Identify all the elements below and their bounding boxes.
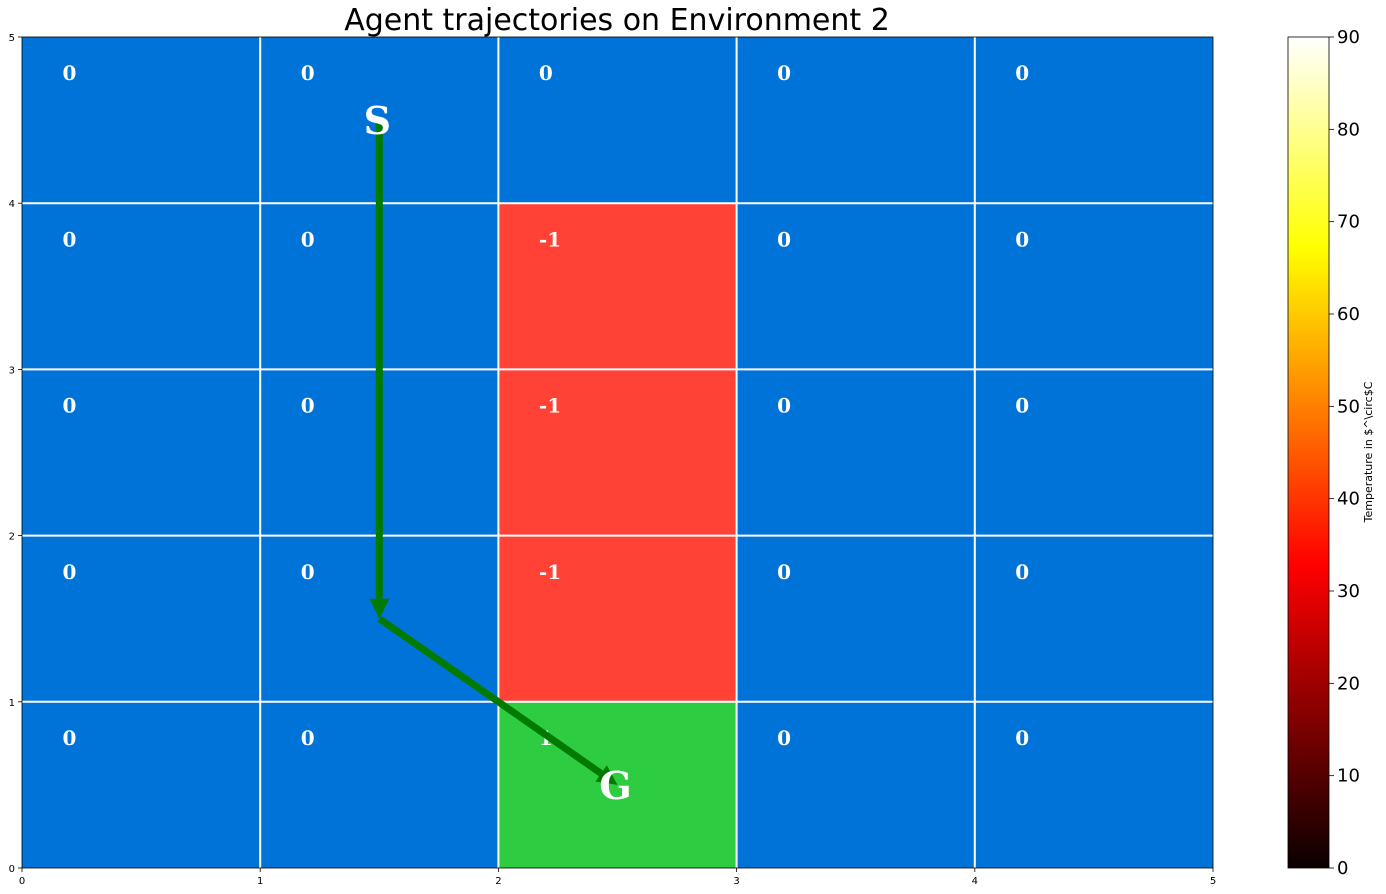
heatmap-cell [736, 37, 975, 204]
colorbar-tick-label: 70 [1337, 212, 1360, 233]
x-tick-label: 4 [972, 876, 978, 887]
colorbar-label: Temperature in $^\circ$C [1362, 381, 1375, 523]
cell-value-label: 0 [301, 61, 315, 85]
cell-value-label: 0 [1015, 61, 1029, 85]
heatmap-cell [22, 37, 261, 204]
cell-value-label: 0 [62, 227, 76, 251]
grid-lines [22, 37, 1213, 868]
x-tick-label: 5 [1210, 876, 1216, 887]
cell-value-label: 0 [301, 394, 315, 418]
trajectory-segment [377, 615, 604, 777]
cell-value-label: 0 [1015, 394, 1029, 418]
heatmap-cell [736, 203, 975, 370]
colorbar-tick-label: 20 [1337, 673, 1360, 694]
heatmap-cell [22, 701, 261, 868]
trajectory: SG [364, 98, 632, 808]
heatmap-cell [22, 203, 261, 370]
trajectory-arrowhead [369, 598, 390, 619]
colorbar-tick-label: 60 [1337, 304, 1360, 325]
colorbar-gradient [1287, 36, 1330, 869]
colorbar-tick-label: 10 [1337, 766, 1360, 787]
cell-value-label: 0 [62, 560, 76, 584]
colorbar-tick-label: 80 [1337, 119, 1360, 140]
cell-value-label: 0 [301, 560, 315, 584]
y-tick-label: 2 [9, 532, 15, 543]
heatmap-cell [498, 369, 737, 536]
colorbar-tick-label: 90 [1337, 27, 1360, 48]
y-tick-label: 3 [9, 365, 15, 376]
cell-value-label: 0 [777, 61, 791, 85]
cell-value-label: -1 [539, 560, 561, 584]
x-tick-label: 2 [495, 876, 501, 887]
heatmap-cell [736, 535, 975, 702]
y-tick-label: 4 [9, 199, 15, 210]
trajectory-arrowhead [595, 765, 618, 785]
x-tick-label: 0 [19, 876, 25, 887]
colorbar-tick-label: 30 [1337, 581, 1360, 602]
cell-value-label: 0 [1015, 560, 1029, 584]
cell-value-label: 0 [62, 61, 76, 85]
heatmap-cell [498, 535, 737, 702]
x-tick-label: 3 [733, 876, 739, 887]
cell-value-label: 0 [301, 726, 315, 750]
cell-value-label: 0 [777, 726, 791, 750]
heatmap-cell [974, 203, 1213, 370]
axes-frame [21, 36, 1214, 869]
y-axis: 0 1 2 3 4 5 [9, 33, 22, 875]
heatmap-cell [974, 37, 1213, 204]
colorbar-ticks: 0 10 20 30 40 50 60 70 80 90 [1329, 27, 1360, 879]
y-tick-label: 0 [9, 864, 15, 875]
colorbar-tick-label: 50 [1337, 396, 1360, 417]
heatmap-cell [974, 535, 1213, 702]
cell-value-label: -1 [539, 227, 561, 251]
heatmap-cell [260, 701, 499, 868]
marker-g: G [599, 763, 631, 808]
chart-title: Agent trajectories on Environment 2 [344, 3, 890, 38]
heatmap-cell [974, 701, 1213, 868]
marker-s: S [364, 98, 391, 143]
cell-value-label: -1 [539, 394, 561, 418]
cell-value-label: 0 [62, 726, 76, 750]
cell-value-label: 0 [1015, 726, 1029, 750]
heatmap-cell [736, 369, 975, 536]
cell-value-label: 0 [62, 394, 76, 418]
cell-value-label: 0 [301, 227, 315, 251]
cell-value-label: 0 [539, 61, 553, 85]
x-axis: 0 1 2 3 4 5 [19, 868, 1216, 887]
colorbar: 0 10 20 30 40 50 60 70 80 90 Temperature in $^\ci… [1287, 27, 1375, 879]
colorbar-tick-label: 0 [1337, 858, 1348, 879]
x-tick-label: 1 [257, 876, 263, 887]
y-tick-label: 5 [9, 33, 15, 44]
colorbar-tick-label: 40 [1337, 489, 1360, 510]
heatmap-cell [974, 369, 1213, 536]
y-tick-label: 1 [9, 698, 15, 709]
cell-value-label: 0 [777, 227, 791, 251]
heatmap-cell [498, 203, 737, 370]
heatmap-cell [736, 701, 975, 868]
heatmap-cell [22, 535, 261, 702]
heatmap-cell [22, 369, 261, 536]
cell-value-label: 0 [1015, 227, 1029, 251]
cell-value-label: 0 [777, 394, 791, 418]
heatmap-cell [498, 37, 737, 204]
cell-value-label: 0 [777, 560, 791, 584]
